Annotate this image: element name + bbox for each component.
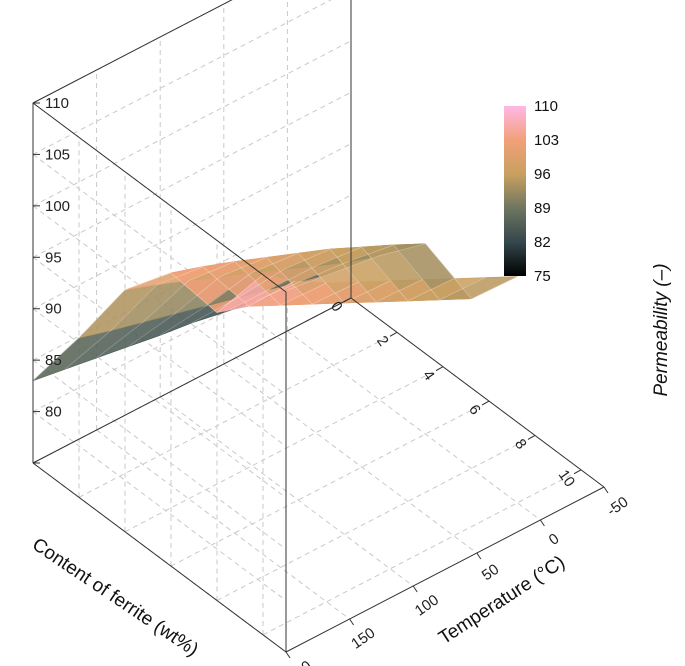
frame-edge	[350, 297, 605, 488]
z-tick-label: 100	[45, 198, 70, 215]
y-tick-label: 150	[348, 624, 378, 652]
surface-mesh-line	[32, 272, 264, 381]
surface-mesh-line	[128, 256, 359, 347]
grid-line	[32, 359, 287, 550]
grid-line	[32, 0, 332, 155]
frame-edge	[285, 486, 605, 653]
colorbar-gradient	[504, 106, 526, 276]
colorbar: 110 103 96 89 82 75	[504, 98, 559, 285]
grid-line	[262, 469, 582, 636]
x-tick-label: 4	[419, 367, 438, 384]
frame-edge	[32, 102, 287, 293]
grid-line	[32, 194, 352, 361]
grid-line	[32, 91, 352, 258]
y-tick-mark	[476, 552, 482, 560]
grid-line	[78, 331, 398, 498]
grid-line	[32, 411, 287, 601]
y-tick-mark	[603, 486, 609, 494]
surface-mesh-line	[64, 266, 295, 370]
colorbar-tick-label: 110	[534, 98, 558, 115]
y-tick-label: -50	[604, 493, 632, 519]
z-tick-label: 90	[45, 301, 62, 318]
grid-line	[223, 363, 478, 554]
surface-mesh-line	[287, 243, 518, 300]
frame-edge	[32, 462, 287, 653]
x-tick-label: 10	[555, 467, 578, 490]
y-tick-mark	[349, 618, 355, 626]
back-walls	[33, 0, 351, 652]
y-tick-mark	[285, 651, 291, 659]
grid-line	[32, 308, 287, 499]
grid-line	[96, 429, 350, 620]
x-tick-mark	[435, 366, 444, 372]
colorbar-tick-label: 75	[534, 268, 551, 285]
axis-frame	[32, 0, 605, 653]
grid-line	[32, 154, 287, 344]
y-tick-mark	[412, 585, 418, 593]
grid-line	[32, 40, 352, 207]
z-tick-label: 80	[45, 404, 62, 421]
z-tick-label: 110	[45, 95, 69, 112]
x-tick-label: 6	[465, 401, 484, 418]
x-tick-mark	[527, 435, 536, 440]
grid-line	[32, 143, 352, 310]
x-tick-label: 8	[511, 436, 530, 453]
x-tick-mark	[389, 331, 398, 337]
colorbar-tick-label: 89	[534, 200, 551, 217]
grid-line	[32, 256, 287, 447]
grid-line	[159, 396, 414, 587]
y-tick-label: 100	[412, 591, 442, 619]
surface-mesh-line	[191, 248, 423, 324]
x-tick-mark	[573, 469, 582, 475]
grid-line	[170, 400, 490, 567]
y-tick-mark	[539, 519, 545, 527]
grid-line	[124, 366, 444, 533]
surface	[32, 243, 518, 382]
z-tick-label: 95	[45, 249, 62, 266]
y-axis-title: Temperature (°C)	[435, 552, 569, 649]
grid-lines	[32, 0, 605, 653]
z-axis-title: Permeability (–)	[651, 263, 672, 396]
frame-edge	[32, 297, 352, 464]
tick-marks	[33, 102, 609, 659]
colorbar-tick-label: 96	[534, 166, 551, 183]
grid-line	[216, 435, 536, 601]
z-tick-label: 105	[45, 146, 70, 163]
y-tick-label: 200	[285, 657, 315, 666]
surface-patch	[439, 276, 518, 301]
surface-mesh-line	[159, 252, 391, 336]
y-tick-label: 50	[479, 561, 502, 584]
surface-mesh-line	[96, 261, 327, 359]
x-tick-mark	[481, 400, 490, 406]
colorbar-tick-label: 82	[534, 234, 551, 251]
frame-edge	[32, 0, 233, 104]
x-tick-label: 2	[373, 333, 392, 350]
y-tick-label: 0	[546, 530, 563, 549]
grid-line	[287, 330, 541, 521]
surface-mesh-line	[223, 246, 454, 313]
colorbar-tick-label: 103	[534, 132, 559, 149]
surface-mesh-line	[255, 244, 486, 302]
x-tick-mark	[343, 297, 352, 303]
z-tick-label: 85	[45, 352, 62, 369]
